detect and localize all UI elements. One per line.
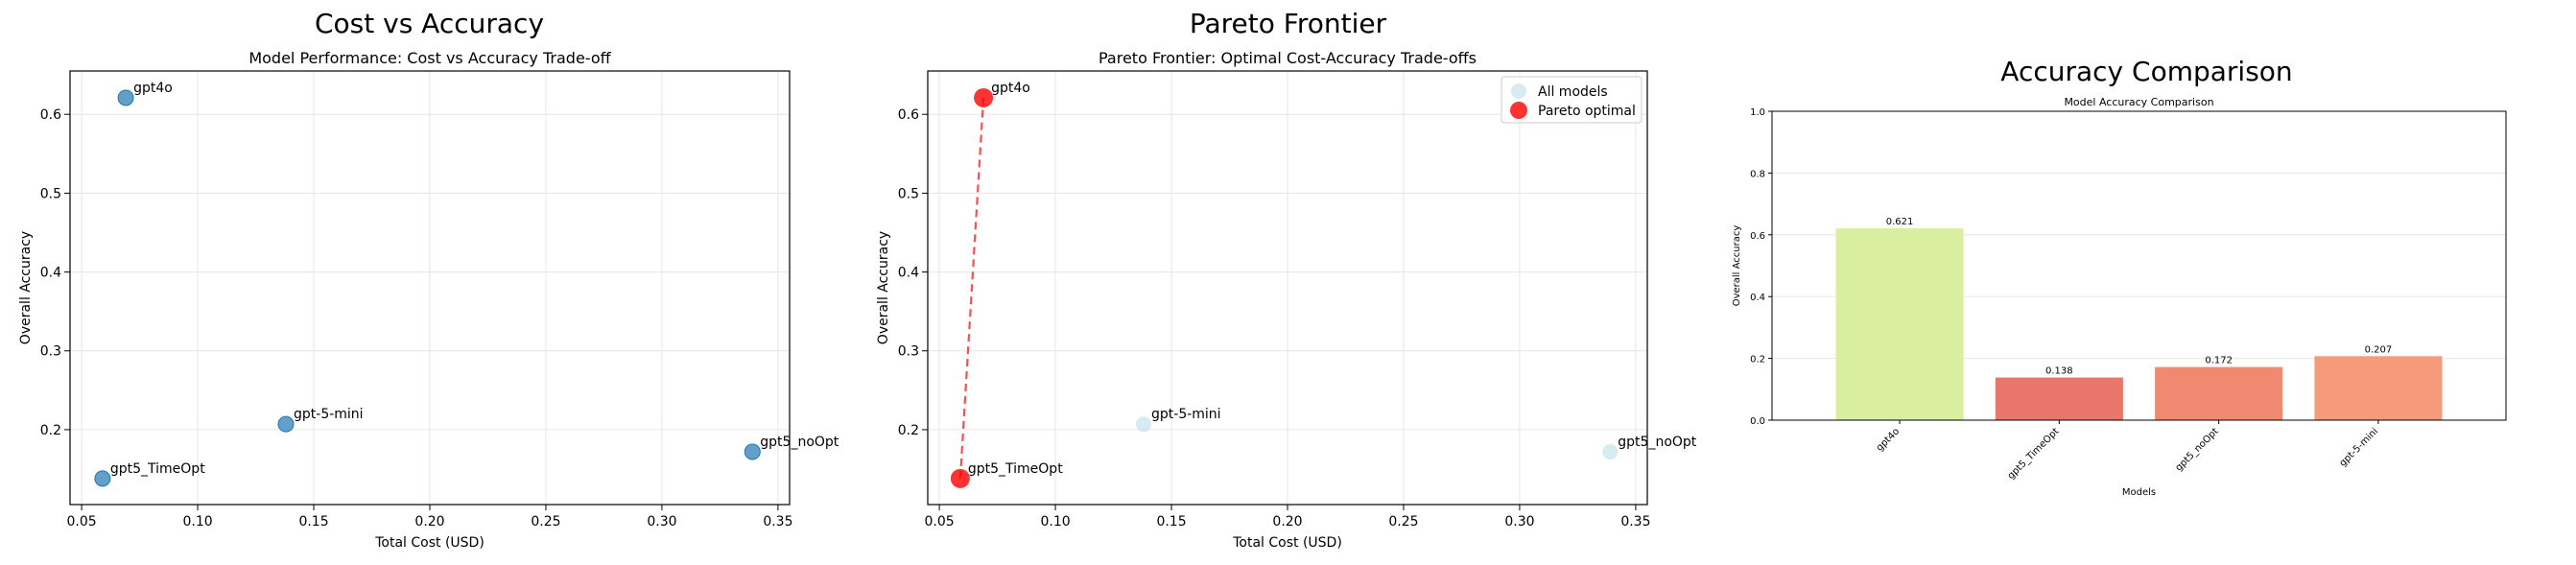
x-tick-label: 0.35 <box>763 514 792 530</box>
x-tick-label: 0.30 <box>1504 514 1534 530</box>
y-tick-label: 0.2 <box>898 423 919 438</box>
x-tick-label: 0.35 <box>1620 514 1650 530</box>
y-tick-label: 0.5 <box>898 186 919 201</box>
pareto-point-gpt5_TimeOpt <box>950 468 970 488</box>
panel-pareto-frontier: Pareto Frontier 0.05 0.10 0.15 0.20 0.25 0.30… <box>859 0 1717 565</box>
point-label: gpt5_noOpt <box>1618 435 1697 450</box>
legend-marker-all-models <box>1511 83 1526 99</box>
point-label: gpt4o <box>991 81 1030 96</box>
y-tick-label: 0.6 <box>40 107 61 123</box>
y-tick-label: 0.4 <box>898 266 919 281</box>
legend-label: All models <box>1538 84 1608 100</box>
pareto-point-gpt4o <box>974 87 994 107</box>
y-tick-label: 0.3 <box>40 344 61 360</box>
panel-title: Pareto Frontier <box>1189 8 1387 39</box>
chart-title: Model Accuracy Comparison <box>2064 96 2213 108</box>
plot-frame <box>1771 110 2507 421</box>
x-tick-label: 0.15 <box>1156 514 1186 530</box>
legend-label: Pareto optimal <box>1538 104 1636 119</box>
x-tick-label: gpt5_noOpt <box>2174 426 2221 473</box>
bar-value-label: 0.621 <box>1886 217 1914 227</box>
y-tick-label: 0.4 <box>1750 293 1765 303</box>
x-axis-label: Total Cost (USD) <box>1232 535 1342 551</box>
y-tick-label: 1.0 <box>1750 107 1765 118</box>
panel-cost-vs-accuracy: Cost vs Accuracy 0.05 0.10 0.15 0.20 0.25 0.3… <box>0 0 859 565</box>
x-axis-label: Models <box>2122 487 2156 498</box>
bar-gpt-5-mini <box>2314 356 2443 420</box>
panel-title: Cost vs Accuracy <box>314 8 545 39</box>
x-tick-label: 0.30 <box>647 514 676 530</box>
x-tick-label: 0.05 <box>925 514 955 530</box>
bar-value-label: 0.207 <box>2365 344 2393 355</box>
bar-value-label: 0.172 <box>2205 356 2233 366</box>
y-tick-label: 0.5 <box>40 186 61 201</box>
y-axis-label: Overall Accuracy <box>1732 225 1742 307</box>
bar-value-label: 0.138 <box>2045 366 2073 377</box>
panel-title: Accuracy Comparison <box>2000 56 2293 87</box>
point-label: gpt4o <box>133 81 173 96</box>
x-tick-label: 0.25 <box>531 514 560 530</box>
point-label: gpt-5-mini <box>1151 407 1221 422</box>
scatter-chart-cost-accuracy: 0.05 0.10 0.15 0.20 0.25 0.30 0.35 0.2 0.3 0.4 0.5… <box>18 49 839 551</box>
x-tick-label: 0.25 <box>1388 514 1418 530</box>
data-point-gpt5_TimeOpt <box>94 470 111 487</box>
y-tick-label: 0.6 <box>1750 231 1765 242</box>
y-tick-label: 0.0 <box>1750 416 1765 427</box>
y-tick-label: 0.2 <box>40 423 61 438</box>
data-point-gpt5_noOpt <box>1602 443 1619 459</box>
y-tick-label: 0.3 <box>898 344 919 360</box>
x-tick-label: 0.20 <box>1272 514 1302 530</box>
x-tick-label: 0.10 <box>1040 514 1070 530</box>
y-tick-label: 0.2 <box>1750 355 1765 365</box>
y-tick-label: 0.4 <box>40 266 61 281</box>
data-point-gpt-5-mini <box>1136 416 1151 433</box>
x-tick-label: gpt4o <box>1875 426 1902 453</box>
point-label: gpt5_TimeOpt <box>968 461 1063 477</box>
x-tick-label: gpt-5-mini <box>2338 426 2380 468</box>
bar-gpt5_noOpt <box>2155 366 2283 420</box>
point-label: gpt5_noOpt <box>760 435 839 450</box>
x-tick-label: 0.10 <box>182 514 212 530</box>
data-point-gpt4o <box>117 89 134 106</box>
pareto-frontier-line <box>958 97 985 479</box>
x-tick-label: 0.20 <box>414 514 444 530</box>
scatter-chart-pareto: 0.05 0.10 0.15 0.20 0.25 0.30 0.35 0.2 0.3 0.4 0.5… <box>876 49 1697 551</box>
x-axis-label: Total Cost (USD) <box>374 535 484 551</box>
legend-marker-pareto <box>1510 102 1527 119</box>
y-tick-label: 0.6 <box>898 107 919 123</box>
bar-chart-accuracy: 0.621 gpt4o 0.138 gpt5_TimeOpt 0.172 gpt5_noO… <box>1732 96 2507 498</box>
panel-accuracy-comparison: Accuracy Comparison 0.621 gpt4o 0.138 gpt5_… <box>1717 0 2576 565</box>
x-tick-label: 0.05 <box>67 514 97 530</box>
legend-box <box>1501 76 1642 124</box>
point-label: gpt5_TimeOpt <box>110 461 205 477</box>
chart-title: Model Performance: Cost vs Accuracy Trad… <box>248 49 611 67</box>
y-axis-label: Overall Accuracy <box>876 231 891 344</box>
data-point-gpt-5-mini <box>277 415 295 433</box>
chart-title: Pareto Frontier: Optimal Cost-Accuracy T… <box>1099 49 1477 67</box>
x-tick-label: gpt5_TimeOpt <box>2006 426 2062 482</box>
data-point-gpt5_noOpt <box>744 443 761 460</box>
bar-gpt5_TimeOpt <box>1995 377 2123 420</box>
y-tick-label: 0.8 <box>1750 169 1765 179</box>
bar-gpt4o <box>1835 228 1964 420</box>
x-tick-label: 0.15 <box>298 514 328 530</box>
point-label: gpt-5-mini <box>294 407 364 422</box>
y-axis-label: Overall Accuracy <box>18 231 34 344</box>
